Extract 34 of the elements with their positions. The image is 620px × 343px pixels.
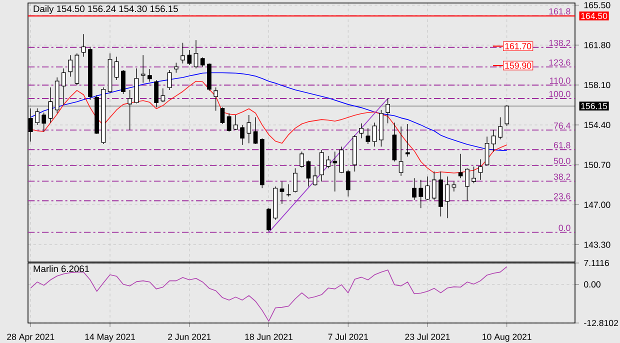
annotation: 159.90 bbox=[505, 62, 532, 69]
y-tick-label: 161.80 bbox=[584, 42, 610, 48]
y-tick-label: 154.40 bbox=[584, 122, 610, 128]
ref-line-label: 76.4 bbox=[554, 122, 570, 129]
y-tick-label: 147.00 bbox=[584, 202, 610, 208]
ref-line-label: 161.8 bbox=[549, 8, 570, 14]
y-tick-label: 150.70 bbox=[584, 162, 610, 168]
x-tick-label: 14 May 2021 bbox=[85, 334, 136, 342]
x-tick-label: 18 Jun 2021 bbox=[245, 334, 293, 340]
ref-line-label: 123.6 bbox=[549, 59, 570, 66]
y-tick-label: 143.30 bbox=[584, 242, 610, 248]
ref-line-label: 138.2 bbox=[549, 40, 570, 46]
y-tick-label: 165.50 bbox=[584, 2, 610, 8]
chart-title: Daily 154.50 156.24 154.30 156.15 bbox=[34, 5, 178, 14]
y-tick-label: 7.1116 bbox=[584, 260, 609, 266]
x-tick-label: 7 Jul 2021 bbox=[328, 333, 368, 340]
ref-line-label: 100.0 bbox=[549, 90, 570, 98]
y-tick-label: 0.00 bbox=[584, 281, 600, 288]
ref-line-label: 38.2 bbox=[554, 174, 570, 180]
x-tick-label: 23 Jul 2021 bbox=[405, 333, 450, 340]
x-tick-label: 2 Jun 2021 bbox=[168, 334, 211, 340]
ref-line-label: 110.0 bbox=[550, 78, 570, 84]
chart-title: Marlin 6.2061 bbox=[34, 265, 90, 272]
ref-line-label: 164.50 bbox=[581, 12, 608, 20]
x-tick-label: 28 Apr 2021 bbox=[7, 334, 54, 342]
ref-line-label: 156.15 bbox=[581, 102, 608, 110]
ref-line-label: 61.8 bbox=[554, 142, 570, 148]
x-tick-label: 10 Aug 2021 bbox=[482, 334, 532, 342]
ref-line-label: 23.6 bbox=[554, 193, 570, 200]
y-tick-label: 158.10 bbox=[584, 82, 610, 88]
ref-line-label: 50.0 bbox=[554, 158, 570, 164]
ref-line-label: 0.0 bbox=[558, 224, 570, 231]
y-tick-label: -12.8102 bbox=[584, 320, 618, 326]
annotation: 161.70 bbox=[505, 43, 532, 50]
